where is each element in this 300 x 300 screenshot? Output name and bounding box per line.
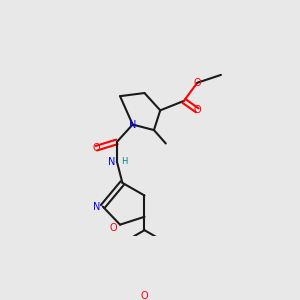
Text: O: O — [141, 291, 148, 300]
Text: O: O — [110, 223, 118, 233]
Text: O: O — [194, 78, 201, 88]
Text: N: N — [93, 202, 100, 212]
Text: O: O — [93, 143, 100, 153]
Text: N: N — [129, 119, 136, 130]
Text: O: O — [194, 105, 201, 116]
Text: H: H — [122, 157, 128, 166]
Text: N: N — [108, 157, 115, 166]
